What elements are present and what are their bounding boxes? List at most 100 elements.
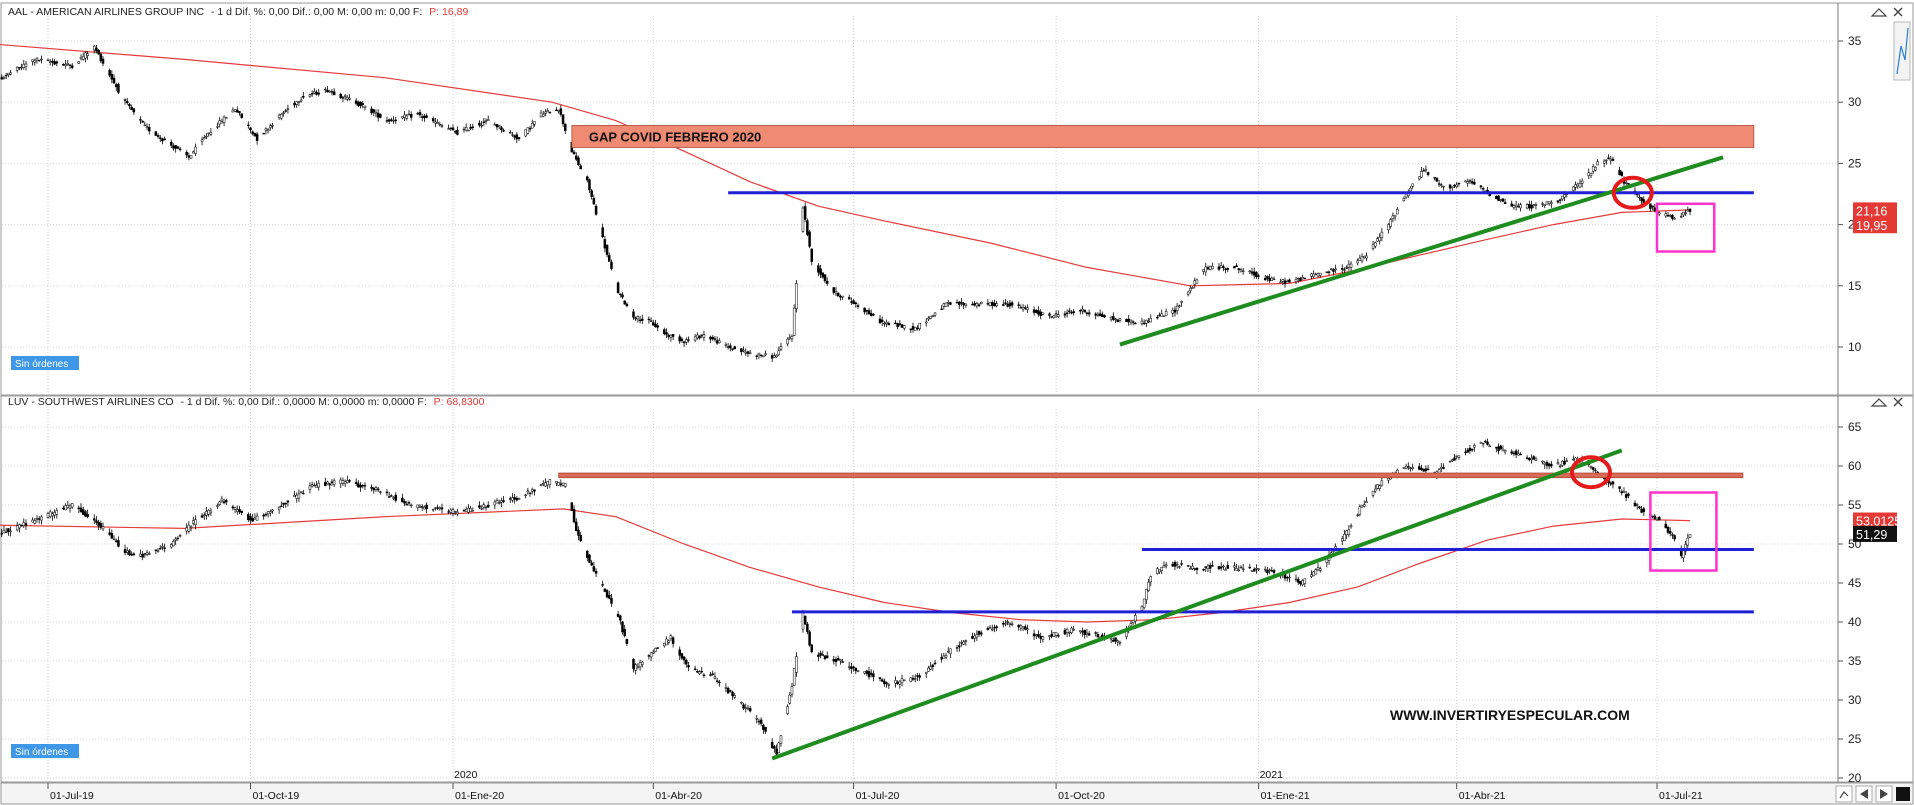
candle [698, 670, 701, 676]
aal-orders-label: Sin órdenes [15, 359, 68, 370]
price-tag: 53,0125 [1853, 512, 1901, 529]
candle [302, 92, 305, 99]
candle [724, 342, 728, 348]
candle [819, 264, 822, 278]
candle [1094, 631, 1097, 637]
candle [266, 128, 270, 134]
candle [1037, 630, 1040, 639]
candle [944, 652, 948, 660]
collapse-icon[interactable] [1870, 398, 1888, 407]
candle [1239, 565, 1243, 569]
candle [128, 549, 131, 557]
candle [803, 202, 807, 222]
candle [1349, 261, 1353, 272]
aal-orders-badge[interactable]: Sin órdenes [11, 356, 79, 370]
candle [616, 281, 620, 294]
candle [1349, 523, 1353, 529]
collapse-icon[interactable] [1870, 8, 1888, 17]
candle [1580, 178, 1584, 188]
y-tick-label: 60 [1848, 459, 1862, 473]
luv-orders-badge[interactable]: Sin órdenes [11, 744, 79, 758]
candle [15, 66, 19, 73]
candle [605, 589, 609, 599]
candle [156, 548, 160, 553]
candle [40, 515, 43, 525]
candle [594, 204, 598, 216]
candle [1396, 207, 1399, 215]
candle [685, 337, 688, 346]
trend-line [1119, 155, 1724, 347]
candle [176, 536, 180, 541]
candle [326, 480, 329, 485]
candle [1664, 520, 1668, 529]
candle [1365, 497, 1368, 504]
aal-scale-strip[interactable] [1893, 21, 1911, 81]
candle [1235, 263, 1238, 267]
candle [1501, 445, 1505, 452]
candle [918, 673, 921, 681]
candle [900, 324, 904, 328]
candle [84, 510, 87, 518]
aal-chart-panel[interactable]: GAP COVID FEBRERO 2020 101520253035 21,1… [0, 2, 1914, 396]
candle [1145, 588, 1148, 604]
candle [1083, 629, 1086, 639]
y-tick-label: 10 [1848, 340, 1862, 354]
candle [1591, 467, 1595, 473]
candle [715, 677, 719, 684]
candle [1222, 264, 1225, 272]
candle [280, 112, 283, 121]
candle [1484, 439, 1487, 444]
candle [1026, 624, 1029, 635]
candle [99, 53, 103, 64]
candle [759, 354, 763, 358]
candle [70, 63, 74, 70]
candle [1283, 277, 1287, 288]
candle [1561, 195, 1564, 201]
candle [354, 478, 358, 487]
candle [1380, 477, 1384, 487]
candle [255, 131, 259, 145]
candle [621, 621, 624, 635]
candle [909, 677, 913, 682]
candle [718, 679, 721, 687]
candle [284, 502, 287, 508]
candle [194, 143, 197, 157]
candle [1442, 185, 1445, 191]
luv-stats: - 1 d Dif. %: 0,00 Dif.: 0,0000 M: 0,000… [180, 396, 426, 408]
candle [949, 301, 952, 306]
candle [200, 136, 204, 146]
candle [24, 519, 28, 530]
candle [856, 303, 860, 309]
candle [773, 744, 776, 753]
candle [101, 522, 105, 531]
candle [1642, 507, 1646, 516]
candle [1488, 444, 1491, 448]
end-button[interactable] [1896, 787, 1910, 801]
candle [1272, 276, 1276, 281]
candle [440, 123, 444, 128]
zoom-button[interactable] [1835, 785, 1853, 803]
candle [1532, 455, 1535, 460]
zoom-icon [1839, 791, 1849, 799]
candle [933, 312, 937, 318]
candle [902, 324, 906, 331]
candle [467, 129, 470, 132]
candle [1118, 317, 1122, 323]
y-tick-label: 35 [1848, 654, 1862, 668]
candle [1112, 312, 1115, 322]
candle [1186, 565, 1190, 567]
candle [1134, 611, 1137, 625]
price-tag-label: 21,16 [1856, 204, 1887, 218]
candle [1371, 241, 1375, 251]
watermark: WWW.INVERTIRYESPECULAR.COM [1390, 707, 1630, 723]
candle [372, 108, 376, 116]
candle [1087, 630, 1091, 636]
candle [685, 658, 688, 668]
gap-zone [571, 125, 1755, 148]
candle [1054, 310, 1058, 318]
candle [2, 75, 6, 80]
candle [918, 322, 921, 331]
candle [724, 683, 728, 693]
candle [808, 629, 811, 647]
